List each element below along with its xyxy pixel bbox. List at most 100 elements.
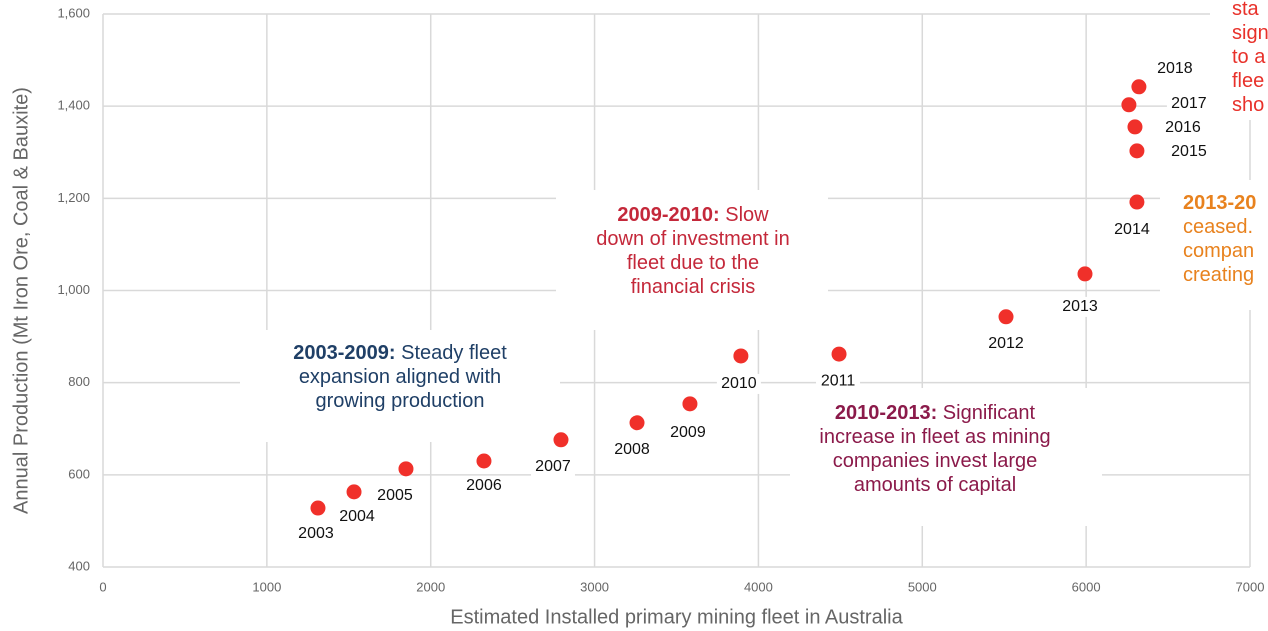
annotation-bold: 2003-2009: [293,342,395,364]
point [831,346,847,362]
x-tick-label: 6000 [1072,579,1101,594]
label-bg [1160,117,1205,138]
label-bg [1166,141,1211,162]
annotation-text: growing production [316,390,485,412]
label-bg [1057,296,1102,317]
point [629,415,645,431]
annotation-line: companies invest large [833,450,1038,472]
annotation-line: sta [1232,0,1260,20]
point [1077,266,1093,282]
point-label: 2007 [535,458,571,475]
point-label: 2017 [1171,95,1207,112]
annotation-line: to a [1232,46,1266,68]
annotation-text: to a [1232,46,1266,68]
y-tick-label: 1,200 [57,190,90,205]
annotation-text: down of investment in [596,228,789,250]
annotation-line: fleet due to the [627,252,759,274]
annotation-line: sign [1232,22,1268,44]
point [1121,97,1137,113]
annotation-text: flee [1232,70,1264,92]
point [398,461,414,477]
annotation-text: amounts of capital [854,474,1016,496]
annotation-bold: 2009-2010: [617,204,719,226]
point-label: 2008 [614,441,650,458]
annotation-line: Significant [937,402,1035,424]
y-tick-label: 1,600 [57,5,90,20]
point-label: 2016 [1165,119,1201,136]
annotation-line: growing production [316,390,485,412]
y-tick-label: 400 [68,558,90,573]
label-bg [610,439,655,460]
point [1129,194,1145,210]
y-axis-title: Annual Production (Mt Iron Ore, Coal & B… [10,87,32,514]
annotation-text: ceased. [1183,216,1253,238]
y-tick-label: 1,000 [57,282,90,297]
annotation-text: fleet due to the [627,252,759,274]
point [476,453,492,469]
label-bg [335,506,380,527]
x-tick-label: 4000 [744,579,773,594]
annotation-line: amounts of capital [854,474,1016,496]
annotation-line: sho [1232,94,1264,116]
point [682,396,698,412]
x-tick-label: 2000 [416,579,445,594]
annotation-text: sta [1232,0,1260,20]
y-tick-label: 1,400 [57,98,90,113]
point [733,348,749,364]
annotation-bold: 2010-2013: [835,402,937,424]
annotation-line: financial crisis [631,276,755,298]
annotation-box [1160,180,1268,310]
annotation-line: compan [1183,240,1254,262]
label-bg [716,373,761,394]
label-bg [665,422,710,443]
point-label: 2010 [721,375,757,392]
point [310,500,326,516]
x-tick-label: 3000 [580,579,609,594]
point-label: 2012 [988,335,1024,352]
annotation-text: compan [1183,240,1254,262]
x-tick-label: 0 [99,579,106,594]
point-label: 2014 [1114,221,1150,238]
annotation-text: 2013-20 [1183,192,1256,214]
annotation-line: creating [1183,264,1254,286]
annotation-text: 2003-2009: Steady fleet [293,342,507,364]
annotation-text: financial crisis [631,276,755,298]
point [998,309,1014,325]
annotation-text: companies invest large [833,450,1038,472]
point [1127,119,1143,135]
point-label: 2009 [670,424,706,441]
point [1129,143,1145,159]
y-tick-label: 800 [68,374,90,389]
annotation-box [240,330,560,442]
x-tick-label: 1000 [252,579,281,594]
annotation-text: 2009-2010: Slow [617,204,769,226]
annotation-box [1210,0,1268,120]
label-bg [816,371,861,392]
annotation-line: flee [1232,70,1264,92]
point-label: 2013 [1062,298,1098,315]
annotation-bold: 2013-20 [1183,192,1256,214]
point [346,484,362,500]
point-label: 2003 [298,525,334,542]
point-label: 2006 [466,477,502,494]
annotation-line: expansion aligned with [299,366,501,388]
label-bg [293,524,338,545]
label-bg [530,456,575,477]
annotation-text: 2010-2013: Significant [835,402,1036,424]
label-bg [461,476,506,497]
annotation-text: sign [1232,22,1268,44]
label-bg [372,485,417,506]
annotation-text: creating [1183,264,1254,286]
point-label: 2018 [1157,60,1193,77]
x-tick-label: 7000 [1236,579,1265,594]
point-label: 2004 [339,508,375,525]
annotation-text: increase in fleet as mining [819,426,1050,448]
label-bg [1152,58,1197,79]
point [553,432,569,448]
annotation-box [790,388,1102,526]
label-bg [984,333,1029,354]
label-bg [1109,220,1154,241]
y-tick-label: 600 [68,466,90,481]
